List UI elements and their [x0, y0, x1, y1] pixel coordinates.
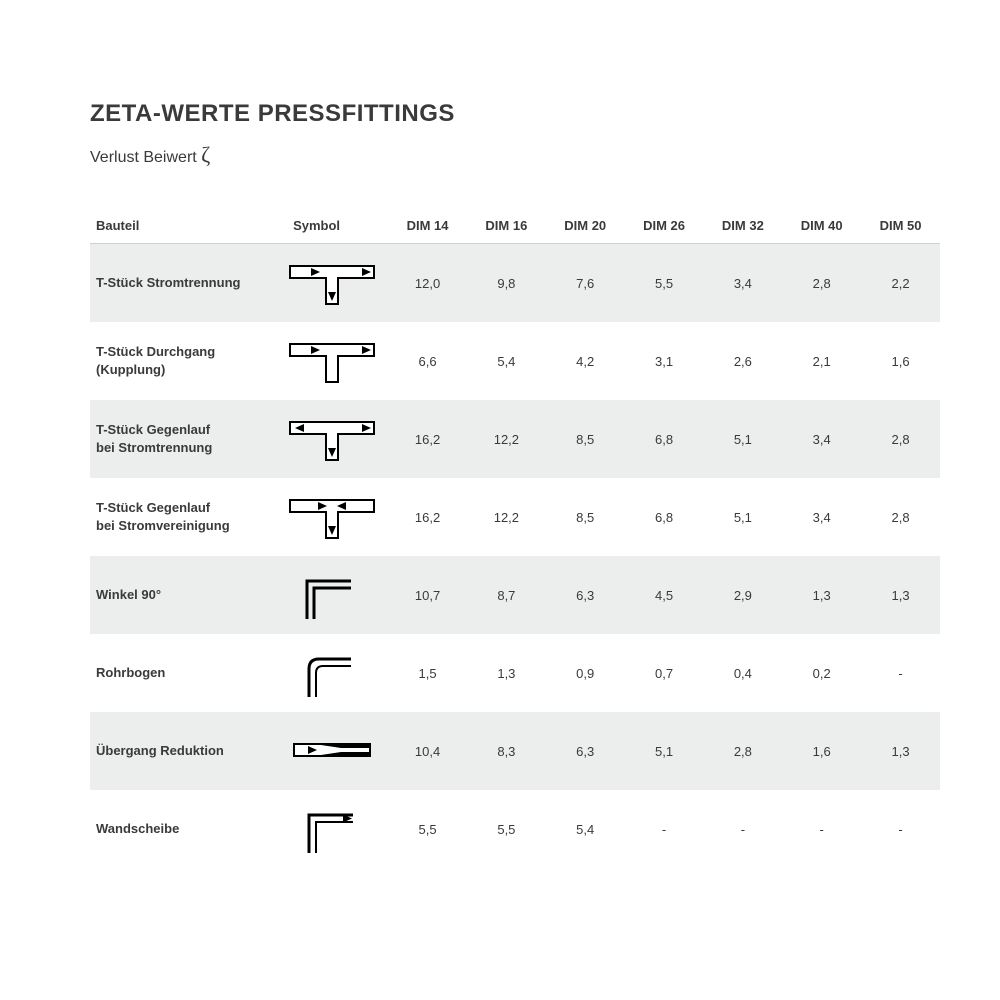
subtitle-prefix: Verlust Beiwert	[90, 149, 201, 166]
cell-value: 5,5	[388, 790, 467, 868]
table-row: Rohrbogen 1,51,30,90,70,40,2-	[90, 634, 940, 712]
row-name: T-Stück Stromtrennung	[90, 244, 287, 323]
cell-value: 4,5	[625, 556, 704, 634]
page-title: ZETA-WERTE PRESSFITTINGS	[90, 100, 940, 128]
table-header-row: Bauteil Symbol DIM 14 DIM 16 DIM 20 DIM …	[90, 208, 940, 244]
cell-value: 6,3	[546, 712, 625, 790]
cell-value: 5,4	[467, 322, 546, 400]
col-dim-26: DIM 26	[625, 208, 704, 244]
subtitle: Verlust Beiwert ζ	[90, 142, 940, 168]
row-name: Übergang Reduktion	[90, 712, 287, 790]
cell-value: 6,6	[388, 322, 467, 400]
cell-value: 7,6	[546, 244, 625, 323]
cell-value: 2,8	[861, 400, 940, 478]
cell-value: 1,3	[861, 712, 940, 790]
table-row: Übergang Reduktion 10,48,36,35,12,81,61,3	[90, 712, 940, 790]
cell-value: 0,2	[782, 634, 861, 712]
zeta-table: Bauteil Symbol DIM 14 DIM 16 DIM 20 DIM …	[90, 208, 940, 868]
cell-value: -	[861, 790, 940, 868]
cell-value: 5,4	[546, 790, 625, 868]
cell-value: 5,1	[703, 478, 782, 556]
cell-value: 5,1	[625, 712, 704, 790]
cell-value: 2,8	[703, 712, 782, 790]
col-dim-20: DIM 20	[546, 208, 625, 244]
cell-value: 6,3	[546, 556, 625, 634]
t-counter-split-icon	[287, 400, 388, 478]
row-name: Wandscheibe	[90, 790, 287, 868]
cell-value: 2,2	[861, 244, 940, 323]
cell-value: 12,0	[388, 244, 467, 323]
cell-value: 1,6	[782, 712, 861, 790]
wall-plate-icon	[287, 790, 388, 868]
cell-value: 1,6	[861, 322, 940, 400]
cell-value: 12,2	[467, 400, 546, 478]
cell-value: 3,4	[703, 244, 782, 323]
col-dim-32: DIM 32	[703, 208, 782, 244]
cell-value: 3,4	[782, 478, 861, 556]
elbow-90-icon	[287, 556, 388, 634]
cell-value: 12,2	[467, 478, 546, 556]
row-name: Rohrbogen	[90, 634, 287, 712]
cell-value: -	[703, 790, 782, 868]
row-name: T-Stück Gegenlaufbei Stromvereinigung	[90, 478, 287, 556]
cell-value: 5,5	[467, 790, 546, 868]
cell-value: 2,6	[703, 322, 782, 400]
col-dim-40: DIM 40	[782, 208, 861, 244]
cell-value: 5,5	[625, 244, 704, 323]
t-flow-split-icon	[287, 244, 388, 323]
cell-value: 2,1	[782, 322, 861, 400]
cell-value: -	[782, 790, 861, 868]
cell-value: 2,8	[782, 244, 861, 323]
table-row: T-Stück Durchgang (Kupplung) 6,65,44,23,1…	[90, 322, 940, 400]
row-name: T-Stück Durchgang (Kupplung)	[90, 322, 287, 400]
table-row: Wandscheibe5,55,55,4----	[90, 790, 940, 868]
cell-value: 3,1	[625, 322, 704, 400]
cell-value: 3,4	[782, 400, 861, 478]
col-symbol: Symbol	[287, 208, 388, 244]
cell-value: 10,7	[388, 556, 467, 634]
t-counter-merge-icon	[287, 478, 388, 556]
cell-value: 0,7	[625, 634, 704, 712]
cell-value: 8,5	[546, 478, 625, 556]
cell-value: 8,3	[467, 712, 546, 790]
cell-value: 16,2	[388, 478, 467, 556]
cell-value: 1,3	[861, 556, 940, 634]
cell-value: 1,3	[782, 556, 861, 634]
cell-value: 8,7	[467, 556, 546, 634]
row-name: T-Stück Gegenlaufbei Stromtrennung	[90, 400, 287, 478]
table-row: Winkel 90°10,78,76,34,52,91,31,3	[90, 556, 940, 634]
col-dim-16: DIM 16	[467, 208, 546, 244]
table-row: T-Stück Stromtrennung 12,09,87,65,53,42,8…	[90, 244, 940, 323]
cell-value: 1,5	[388, 634, 467, 712]
table-row: T-Stück Gegenlaufbei Stromtrennung 16,212…	[90, 400, 940, 478]
cell-value: 2,8	[861, 478, 940, 556]
table-row: T-Stück Gegenlaufbei Stromvereinigung 16,…	[90, 478, 940, 556]
cell-value: 9,8	[467, 244, 546, 323]
col-name: Bauteil	[90, 208, 287, 244]
cell-value: 8,5	[546, 400, 625, 478]
zeta-symbol: ζ	[201, 142, 210, 167]
col-dim-50: DIM 50	[861, 208, 940, 244]
pipe-bend-icon	[287, 634, 388, 712]
row-name: Winkel 90°	[90, 556, 287, 634]
cell-value: 2,9	[703, 556, 782, 634]
cell-value: -	[861, 634, 940, 712]
col-dim-14: DIM 14	[388, 208, 467, 244]
t-straight-through-icon	[287, 322, 388, 400]
cell-value: 16,2	[388, 400, 467, 478]
cell-value: -	[625, 790, 704, 868]
cell-value: 6,8	[625, 400, 704, 478]
cell-value: 6,8	[625, 478, 704, 556]
cell-value: 5,1	[703, 400, 782, 478]
cell-value: 0,4	[703, 634, 782, 712]
reducer-icon	[287, 712, 388, 790]
cell-value: 0,9	[546, 634, 625, 712]
cell-value: 10,4	[388, 712, 467, 790]
cell-value: 1,3	[467, 634, 546, 712]
cell-value: 4,2	[546, 322, 625, 400]
